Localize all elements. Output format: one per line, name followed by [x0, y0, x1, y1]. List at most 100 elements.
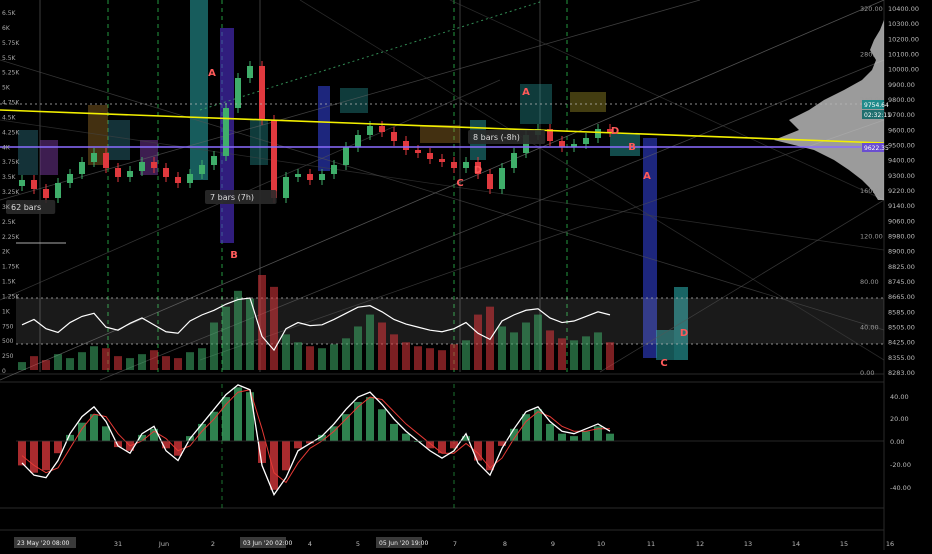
price-tick-label: 8355.00: [888, 354, 915, 362]
current-time-label: 02:32:11: [864, 112, 891, 119]
oscillator-tick-label: 20.00: [890, 415, 909, 423]
volume-tick-label: 5.25K: [2, 70, 20, 77]
candle-body: [235, 78, 241, 108]
bar-count-badge: [468, 130, 546, 144]
price-tick-label: 9600.00: [888, 126, 915, 134]
candle-body: [307, 174, 313, 180]
macd-histogram-bar: [366, 397, 374, 441]
oscillator-tick-label: -20.00: [890, 461, 911, 469]
volume-tick-label: 6.5K: [2, 10, 17, 17]
volume-bar: [66, 358, 74, 370]
wave-label: A: [643, 171, 651, 182]
candle-body: [595, 129, 601, 138]
candle-body: [475, 162, 481, 174]
time-tick-label: 8: [503, 540, 507, 548]
volume-bar: [18, 362, 26, 370]
macd-histogram-bar: [534, 409, 542, 441]
macd-histogram-bar: [510, 428, 518, 441]
candle-body: [79, 162, 85, 174]
volume-bar: [498, 326, 506, 370]
wave-label: C: [660, 358, 667, 369]
volume-bars: [18, 275, 614, 370]
volume-bar: [414, 346, 422, 370]
volume-bar: [150, 350, 158, 370]
macd-histogram-bar: [294, 441, 302, 449]
volume-bar: [234, 290, 242, 370]
macd-histogram-bar: [222, 397, 230, 441]
volume-bar: [54, 354, 62, 370]
axes: 10400.0010300.0010200.0010100.0010000.00…: [2, 5, 919, 548]
candle-body: [283, 177, 289, 198]
macd-histogram-bar: [354, 401, 362, 441]
candle-body: [463, 162, 469, 168]
bar-count-badge: [205, 190, 277, 204]
time-tick-label: 9: [551, 540, 555, 548]
macd-histogram-bar: [390, 423, 398, 441]
current-price-badge: [862, 100, 884, 109]
macd-histogram-bar: [558, 433, 566, 441]
candle-body: [379, 126, 385, 132]
candle-body: [451, 162, 457, 168]
candle-body: [583, 138, 589, 144]
candle-body: [31, 180, 37, 189]
time-cursor-badge: [240, 537, 286, 548]
price-tick-label: 10400.00: [888, 5, 919, 13]
volume-bar: [402, 342, 410, 370]
volume-bar: [426, 348, 434, 370]
highlight-box: [18, 130, 38, 175]
volume-bar: [30, 356, 38, 370]
macd-histogram-bar: [150, 428, 158, 441]
volume-bar: [258, 275, 266, 370]
candle-body: [439, 159, 445, 162]
macd-histogram-bar: [318, 434, 326, 441]
volume-bar: [606, 342, 614, 370]
volume-tick-label: 1.75K: [2, 264, 20, 271]
volume-tick-label: 4.25K: [2, 129, 20, 136]
price-tick-label: 8745.00: [888, 278, 915, 286]
time-tick-label: 7: [453, 540, 457, 548]
oscillator-tick-label: -40.00: [890, 484, 911, 492]
time-tick-label: 31: [114, 540, 122, 548]
highlight-box: [108, 120, 130, 160]
price-tick-label: 9400.00: [888, 157, 915, 165]
price-tick-label: 9700.00: [888, 111, 915, 119]
highlight-box: [190, 0, 208, 180]
candle-body: [139, 162, 145, 171]
macd-histogram-bar: [162, 441, 170, 449]
highlight-box: [250, 120, 268, 165]
diagonal-line: [299, 0, 885, 361]
volume-bar: [318, 348, 326, 370]
wave-label: C: [456, 178, 463, 189]
volume-bar: [546, 330, 554, 370]
volume-bar: [522, 322, 530, 370]
candle-body: [163, 168, 169, 177]
candle-body: [499, 168, 505, 189]
volume-tick-label: 750: [2, 323, 14, 330]
candle-body: [487, 174, 493, 189]
volume-profile: [774, 20, 884, 200]
volume-bar: [438, 350, 446, 370]
volume-bar: [270, 286, 278, 370]
price-tick-label: 9300.00: [888, 172, 915, 180]
macd-histogram-bar: [306, 441, 314, 444]
bar-count-label: 7 bars (7h): [210, 193, 254, 202]
volume-bar: [378, 322, 386, 370]
volume-bar: [558, 338, 566, 370]
macd-histogram-bar: [102, 426, 110, 441]
support-price-badge: [862, 143, 884, 152]
volume-tick-label: 5K: [2, 85, 11, 92]
candle-body: [127, 171, 133, 177]
highlight-box: [674, 287, 688, 360]
volume-tick-label: 3K: [2, 204, 11, 211]
macd-histogram-bar: [258, 441, 266, 463]
candle-body: [547, 129, 553, 141]
macd-histogram-bar: [30, 441, 38, 473]
volume-tick-label: 6K: [2, 25, 11, 32]
time-tick-label: 14: [792, 540, 800, 548]
volume-bar: [450, 344, 458, 370]
macd-histogram-bar: [246, 392, 254, 441]
current-price-label: 9754.64: [864, 102, 889, 109]
wave-label: D: [611, 126, 619, 137]
